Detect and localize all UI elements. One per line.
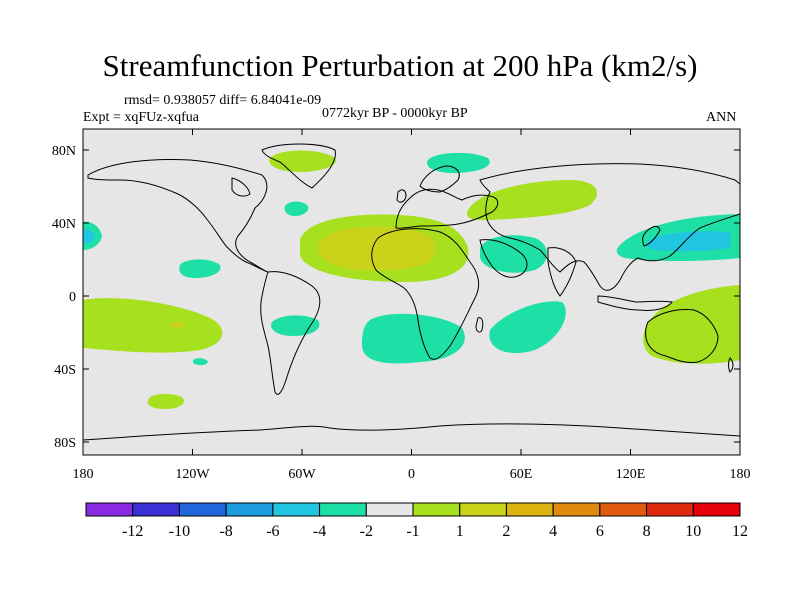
contour-positive-atlantic-core [317, 226, 437, 271]
colorbar-swatch [646, 502, 694, 517]
colorbar-label: -1 [406, 523, 419, 540]
colorbar-label: 4 [549, 523, 557, 540]
map-background [83, 129, 740, 455]
colorbar-label: -8 [219, 523, 232, 540]
colorbar-swatch [365, 502, 414, 517]
colorbar-label: 1 [456, 523, 464, 540]
coastline-north-america [87, 159, 269, 273]
coastline-arabia [479, 239, 528, 278]
colorbar-swatch [552, 502, 601, 517]
colorbar-swatch [132, 502, 180, 517]
colorbar-label: -2 [360, 523, 373, 540]
colorbar-label: 6 [596, 523, 604, 540]
y-tick-label: 40S [54, 363, 76, 378]
coastline-new-zealand [728, 357, 734, 373]
x-tick-label: 180 [73, 467, 94, 482]
coastline-british-isles [396, 189, 407, 203]
coastline-hudson-bay [231, 177, 251, 197]
colorbar-swatch [178, 502, 227, 517]
contour-positive-south-pacific [147, 393, 185, 409]
colorbar-swatch [459, 502, 507, 517]
colorbar-swatch [272, 502, 321, 517]
coastline-japan [642, 225, 661, 247]
y-tick-label: 0 [69, 290, 76, 305]
colorbar-swatch [692, 502, 741, 517]
contour-positive-australia [643, 285, 740, 364]
y-tick-label: 80S [54, 436, 76, 451]
colorbar-swatch [85, 502, 134, 517]
contour-positive-eurasia [466, 180, 598, 221]
colorbar: -12 -10 -8 -6 -4 -2 -1 1 2 4 6 8 10 12 [85, 502, 748, 540]
coastline-indonesia [597, 295, 673, 311]
colorbar-swatch [412, 502, 461, 517]
colorbar-label: -12 [122, 523, 143, 540]
x-tick-label: 0 [408, 467, 415, 482]
colorbar-swatch [225, 502, 274, 517]
contour-negative-east-pacific-core [83, 228, 95, 244]
experiment-label: Expt = xqFUz-xqfua [83, 110, 199, 125]
coastline-greenland [261, 143, 336, 189]
contour-negative-north-pacific-core [646, 231, 730, 252]
contour-positive-west-pacific [83, 298, 223, 353]
contour-negative-north-america [284, 201, 309, 216]
contour-positive-core-pacific [170, 322, 186, 328]
x-tick-label: 120E [616, 467, 646, 482]
period-label: 0772kyr BP - 0000kyr BP [322, 106, 468, 121]
colorbar-label: -10 [169, 523, 190, 540]
x-tick-label: 180 [730, 467, 751, 482]
colorbar-label: -6 [266, 523, 279, 540]
coastline-south-america [260, 271, 321, 395]
colorbar-label: -4 [313, 523, 326, 540]
coastline-asia [479, 163, 740, 291]
contour-negative-central-pacific [179, 259, 221, 278]
stats-label: rmsd= 0.938057 diff= 6.84041e-09 [124, 93, 322, 108]
colorbar-label: 10 [685, 523, 701, 540]
colorbar-swatch [505, 502, 554, 517]
coastline-australia [645, 309, 719, 363]
x-tick-label: 60E [510, 467, 533, 482]
colorbar-swatch [599, 502, 648, 517]
x-tick-label: 120W [175, 467, 210, 482]
coastline-antarctica [83, 423, 740, 441]
colorbar-label: 8 [643, 523, 651, 540]
y-tick-label: 40N [52, 217, 76, 232]
coastline-africa [371, 228, 480, 360]
colorbar-label: 12 [732, 523, 748, 540]
coastline-scandinavia [419, 165, 460, 193]
colorbar-label: 2 [502, 523, 510, 540]
contour-fields [83, 150, 740, 409]
plot-title: Streamfunction Perturbation at 200 hPa (… [102, 48, 698, 83]
axis-ticks [82, 129, 741, 455]
season-label: ANN [706, 110, 737, 125]
colorbar-swatch [319, 502, 367, 517]
contour-negative-south-indian [489, 301, 566, 354]
coastlines [83, 143, 740, 441]
coastline-madagascar [475, 317, 484, 333]
coastline-europe [395, 188, 499, 229]
contour-negative-scandinavia [427, 152, 490, 174]
contour-negative-small-pacific [193, 358, 208, 366]
y-tick-label: 80N [52, 144, 76, 159]
contour-negative-arabia [480, 235, 548, 273]
contour-negative-south-atlantic [362, 313, 465, 364]
x-tick-label: 60W [288, 467, 316, 482]
coastline-india [547, 247, 577, 297]
